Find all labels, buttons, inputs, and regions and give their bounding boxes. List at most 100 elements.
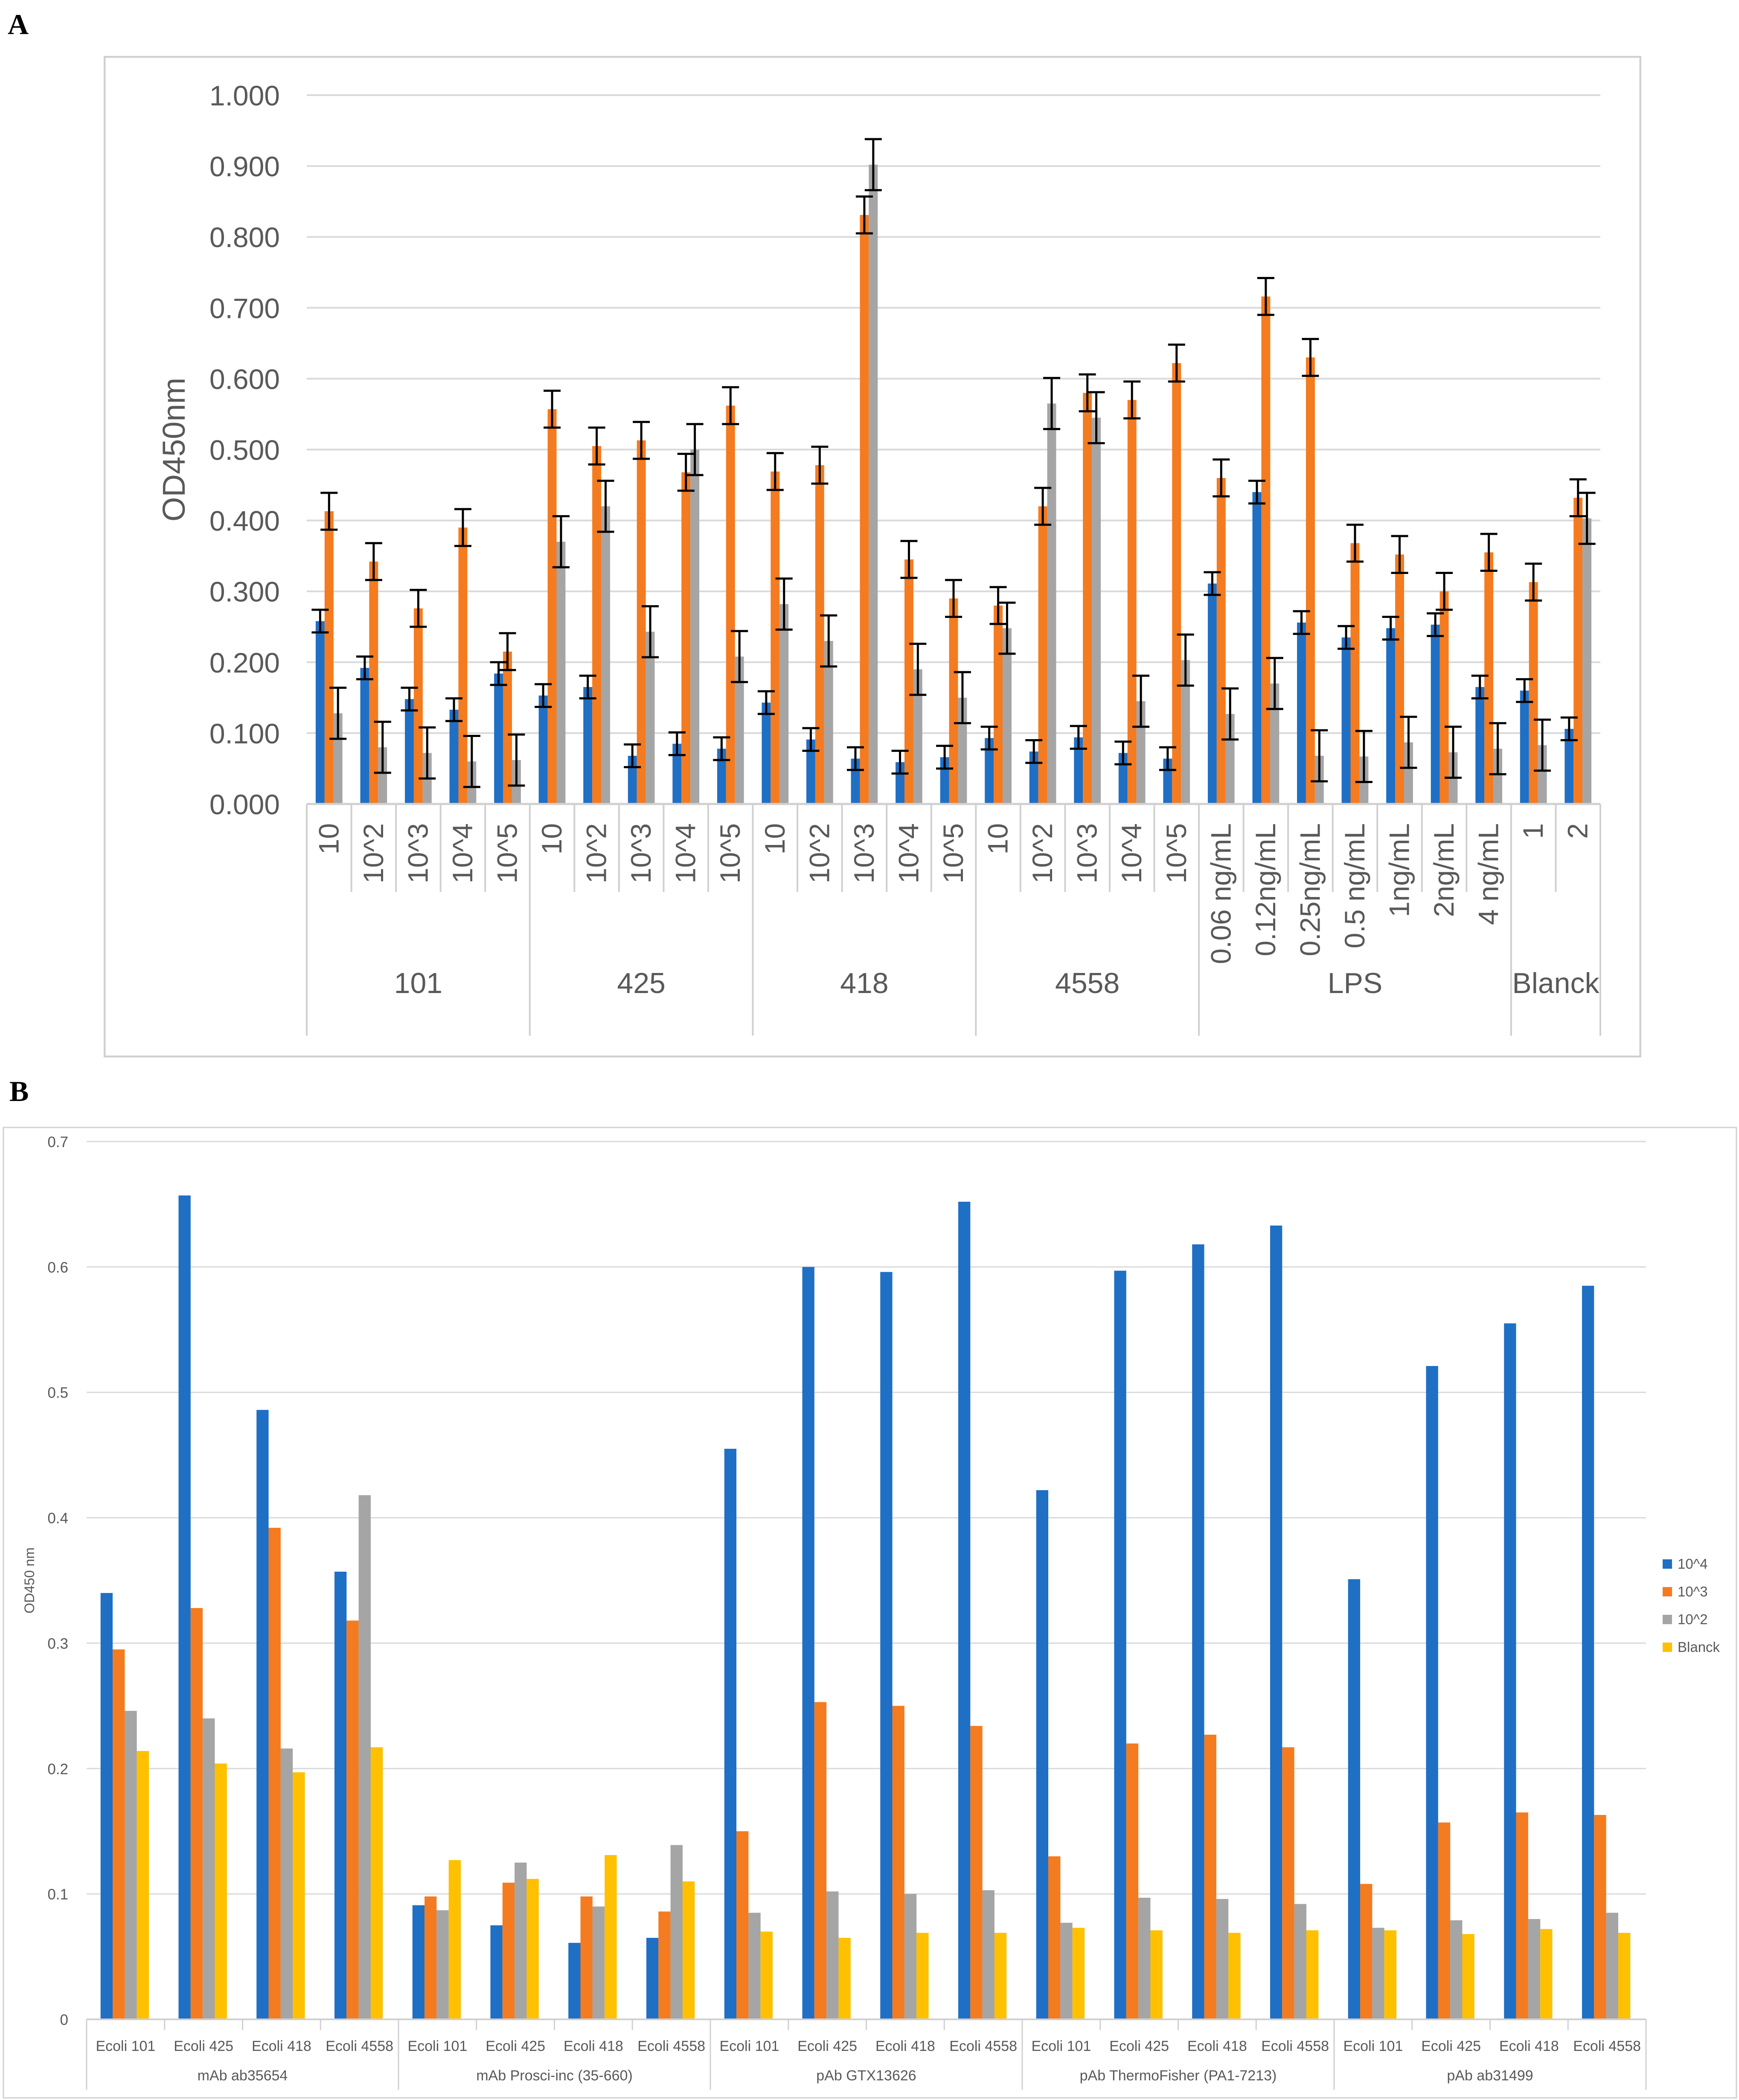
y-tick-label: 0.800 <box>209 221 280 253</box>
bar-blue <box>1074 737 1083 804</box>
category-label: 10^2 <box>1027 823 1058 883</box>
bar-gray <box>824 641 833 804</box>
bar-10^4 <box>568 1943 581 2019</box>
chart-a: 0.000 0.100 0.200 0.300 0.400 0.500 0.600 0.700… <box>104 56 1641 1057</box>
y-tick-label: 0.1 <box>47 1886 68 1903</box>
bar-orange <box>547 409 557 804</box>
bar-orange <box>503 651 512 804</box>
y-axis-title: OD450 nm <box>22 1547 37 1614</box>
bar-Blanck <box>1618 1933 1631 2019</box>
bar-10^3 <box>346 1620 359 2019</box>
bar-10^3 <box>190 1608 203 2019</box>
category-label: Ecoli 418 <box>1499 2038 1559 2054</box>
y-tick-label: 0.6 <box>47 1259 68 1276</box>
category-label: 10^2 <box>803 823 835 883</box>
y-tick-label: 0.200 <box>209 647 280 679</box>
bar-10^2 <box>670 1845 683 2019</box>
category-label: 10^5 <box>491 823 523 883</box>
bar-10^2 <box>1060 1922 1073 2019</box>
bar-10^3 <box>658 1911 671 2019</box>
bar-gray <box>869 164 878 804</box>
group-label: pAb ThermoFisher (PA1-7213) <box>1080 2068 1277 2084</box>
category-label: 10^3 <box>625 823 657 883</box>
bar-10^3 <box>1204 1734 1216 2019</box>
bar-blue <box>360 668 369 804</box>
bar-blue <box>494 673 503 804</box>
group-label: pAb GTX13626 <box>816 2068 916 2084</box>
category-label: 10^3 <box>402 823 433 883</box>
panel-b-label: B <box>9 1075 29 1107</box>
bar-10^4 <box>1504 1323 1516 2019</box>
bar-gray <box>913 669 922 804</box>
category-label: 0.12ng/mL <box>1250 823 1281 956</box>
bar-blue <box>1118 753 1128 804</box>
category-label: 1 <box>1517 823 1549 839</box>
category-label: Ecoli 4558 <box>949 2038 1017 2054</box>
y-tick-label: 0.100 <box>209 718 280 749</box>
category-label: Ecoli 4558 <box>1261 2038 1329 2054</box>
bar-10^3 <box>1438 1822 1451 2019</box>
y-tick-label: 0.500 <box>209 434 280 466</box>
category-label: 2 <box>1562 823 1594 839</box>
bar-10^2 <box>1450 1920 1463 2019</box>
category-label: Ecoli 425 <box>1109 2038 1169 2054</box>
category-label: Ecoli 418 <box>252 2038 311 2054</box>
bar-orange <box>1529 582 1538 804</box>
chart-b: 0 0.1 0.2 0.3 0.4 0.5 0.6 0.7 OD450 nm Ecoli 101 E… <box>3 1127 1737 2099</box>
bar-blue <box>315 621 325 804</box>
bar-10^2 <box>904 1894 917 2019</box>
y-axis-title: OD450nm <box>156 378 192 521</box>
category-label: Ecoli 4558 <box>1573 2038 1641 2054</box>
legend-label: 10^4 <box>1678 1556 1708 1572</box>
bar-10^3 <box>580 1896 593 2019</box>
y-tick-label: 1.000 <box>209 80 280 111</box>
legend-swatch-Blanck <box>1663 1643 1672 1652</box>
bar-10^3 <box>268 1528 281 2019</box>
bar-Blanck <box>1150 1930 1163 2019</box>
category-label: 10^5 <box>714 823 746 883</box>
bar-10^4 <box>490 1925 503 2019</box>
bar-Blanck <box>838 1937 851 2019</box>
group-label: LPS <box>1328 967 1383 999</box>
category-label: Ecoli 101 <box>1343 2038 1403 2054</box>
bar-blue <box>1475 687 1485 804</box>
bar-blue <box>1252 492 1262 804</box>
bar-blue <box>538 695 548 804</box>
bar-10^2 <box>1216 1899 1229 2019</box>
bar-blue <box>583 687 593 804</box>
bar-orange <box>904 559 913 804</box>
bar-gray <box>1092 417 1101 804</box>
group-label: pAb ab31499 <box>1447 2068 1533 2084</box>
bar-10^4 <box>178 1195 191 2019</box>
bar-10^4 <box>1036 1490 1049 2019</box>
y-tick-label: 0.2 <box>47 1761 68 1777</box>
bar-Blanck <box>526 1879 539 2019</box>
bar-gray <box>556 542 566 804</box>
y-tick-label: 0.400 <box>209 505 280 537</box>
bar-Blanck <box>1072 1928 1085 2019</box>
bar-10^2 <box>515 1862 527 2019</box>
bar-gray <box>333 713 343 804</box>
bar-gray <box>1582 518 1592 804</box>
bar-orange <box>771 471 780 804</box>
y-tick-label: 0.7 <box>47 1134 68 1150</box>
bar-10^2 <box>436 1910 449 2019</box>
bar-gray <box>735 656 744 804</box>
bar-Blanck <box>605 1855 617 2019</box>
bar-10^4 <box>958 1202 971 2019</box>
category-label: 10 <box>313 823 344 854</box>
bar-10^4 <box>1582 1285 1594 2019</box>
legend-swatch-10^3 <box>1663 1587 1672 1596</box>
y-tick-label: 0.5 <box>47 1385 68 1401</box>
bar-Blanck <box>215 1763 227 2019</box>
category-label: 2ng/mL <box>1428 823 1460 917</box>
bar-gray <box>601 506 610 804</box>
bar-10^3 <box>1282 1747 1294 2019</box>
bar-blue <box>405 699 414 804</box>
bar-10^2 <box>826 1891 839 2019</box>
bar-10^3 <box>736 1831 749 2019</box>
bar-blue <box>1386 628 1396 804</box>
y-tick-label: 0.300 <box>209 576 280 608</box>
bar-orange <box>1216 478 1226 804</box>
bar-blue <box>717 749 726 804</box>
